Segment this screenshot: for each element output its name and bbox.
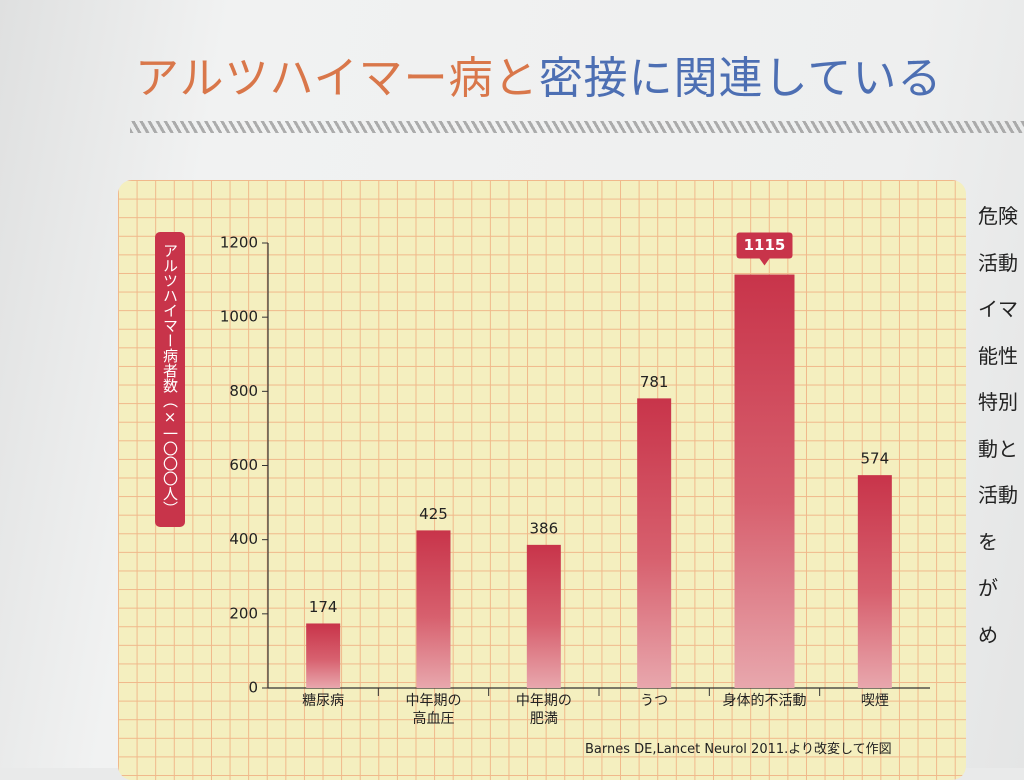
x-tick-label: 身体的不活動 [722,693,807,709]
y-tick-label: 800 [229,382,258,400]
bar [637,398,672,688]
bar [734,274,795,688]
bar [526,544,561,688]
side-text-line: 活動 [978,250,1018,275]
x-tick-label: 糖尿病 [302,693,345,709]
y-tick-label: 1000 [220,308,258,326]
y-axis-label: アルツハイマー病者数（×一〇〇〇人） [155,232,185,527]
badge-pointer [759,258,770,266]
x-tick-label: 喫煙 [860,693,889,709]
bar [857,475,892,688]
side-text-line: 特別 [978,390,1018,414]
side-text-line: 危険 [978,204,1018,228]
y-tick-label: 600 [229,456,258,474]
side-text-line: め [978,622,998,647]
value-label: 574 [861,450,890,468]
badge-bg [736,232,793,259]
value-label: 386 [530,519,559,537]
y-tick-label: 1200 [220,234,258,252]
value-badge: 1115 [736,232,793,266]
heading-part: 密接に関連している [538,53,943,104]
y-tick-label: 200 [229,604,258,622]
y-tick-label: 400 [229,530,258,548]
value-label: 425 [419,505,448,523]
heading: アルツハイマー病と密接に関連している [135,42,942,106]
side-text-line: 動と [978,436,1018,461]
x-tick-label: 中年期の 高血圧 [405,693,462,727]
value-label: 781 [640,373,669,391]
side-text-line: 能性 [978,343,1018,368]
source-note: Barnes DE,Lancet Neurol 2011.より改変して作図 [585,742,892,757]
side-text-line: 活動 [978,483,1018,507]
bar [306,623,341,688]
bar [416,530,451,688]
divider [130,121,1024,133]
heading-part: アルツハイマー病と [135,53,539,104]
x-tick-label: うつ [640,693,669,709]
x-tick-label: 中年期の 肥満 [515,693,572,727]
value-label: 174 [309,598,338,616]
side-text-line: が [978,576,998,600]
y-tick-label: 0 [248,679,258,697]
side-text-line: を [978,529,998,554]
side-text-line: イマ [978,297,1018,321]
value-label: 1115 [744,236,786,254]
